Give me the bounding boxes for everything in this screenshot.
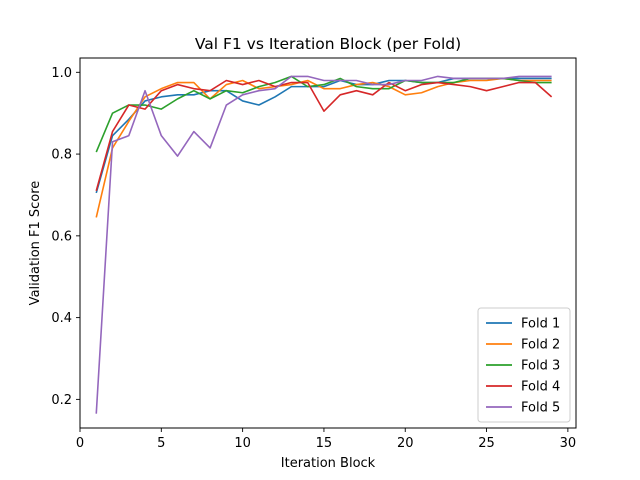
y-tick-label: 0.4 bbox=[51, 311, 72, 326]
y-tick-label: 0.2 bbox=[51, 393, 72, 408]
axes-frame bbox=[79, 57, 577, 429]
plot-area bbox=[95, 75, 553, 414]
x-tick-label: 0 bbox=[76, 436, 84, 451]
legend: Fold 1 Fold 2 Fold 3 Fold 4 Fold 5 bbox=[477, 307, 571, 423]
x-tick-label: 5 bbox=[157, 436, 165, 451]
y-axis: 0.2 0.4 0.6 0.8 1.0 bbox=[51, 66, 80, 408]
legend-label-fold-1: Fold 1 bbox=[521, 317, 560, 332]
y-axis-title: Validation F1 Score bbox=[28, 181, 43, 306]
y-tick-label: 1.0 bbox=[51, 66, 72, 81]
legend-label-fold-5: Fold 5 bbox=[521, 401, 560, 416]
legend-label-fold-3: Fold 3 bbox=[521, 359, 560, 374]
y-tick-label: 0.8 bbox=[51, 148, 72, 163]
series-line-fold-5 bbox=[95, 75, 552, 414]
x-axis-title: Iteration Block bbox=[281, 456, 376, 471]
series-line-fold-2 bbox=[95, 77, 552, 218]
x-axis: 0 5 10 15 20 25 30 bbox=[76, 428, 576, 451]
legend-label-fold-2: Fold 2 bbox=[521, 338, 560, 353]
x-tick-label: 10 bbox=[234, 436, 251, 451]
x-tick-label: 30 bbox=[560, 436, 577, 451]
y-tick-label: 0.6 bbox=[51, 229, 72, 244]
chart-title: Val F1 vs Iteration Block (per Fold) bbox=[195, 35, 461, 53]
legend-label-fold-4: Fold 4 bbox=[521, 380, 560, 395]
x-tick-label: 25 bbox=[478, 436, 495, 451]
x-tick-label: 15 bbox=[316, 436, 333, 451]
series-line-fold-4 bbox=[95, 79, 553, 192]
legend-box bbox=[477, 307, 571, 423]
x-tick-label: 20 bbox=[397, 436, 414, 451]
